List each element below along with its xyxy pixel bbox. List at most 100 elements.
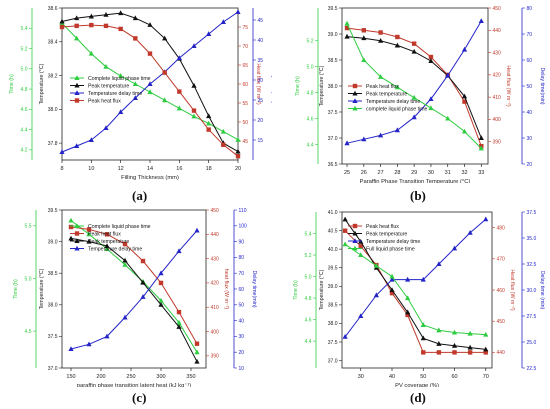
data-point [162,35,168,41]
x-tick-label: 60 [451,374,457,380]
legend-label: Full liquid phase time [366,246,415,252]
y-tick-label-delay: 20 [258,118,264,124]
legend-label: Peak heat flux [88,98,121,104]
y-tick-label-delay: 90 [239,239,245,245]
data-point [436,350,442,355]
legend-marker [74,90,80,95]
data-point [86,341,92,347]
data-point [103,63,109,69]
y-axis-label-temp: Temperature (°C) [39,63,45,104]
data-point [104,243,110,249]
y-tick-label-temp: 38.0 [48,107,58,113]
y-tick-label-time: 5.4 [21,26,28,32]
y-axis-label-time: Time (h) [13,279,19,299]
x-tick-label: 350 [186,374,195,380]
y-tick-label-delay: 60 [527,58,533,64]
x-tick-label: 26 [361,170,367,176]
series-2 [342,216,489,352]
data-point [483,350,488,355]
y-tick-label-flux: 420 [211,281,220,287]
data-point [194,341,200,346]
y-tick-label-time: 5.0 [307,64,314,70]
y-tick-label-flux: 75 [243,25,249,31]
y-tick-label-time: 5.0 [25,276,32,282]
x-tick-label: 8 [60,166,63,172]
data-point [235,136,241,142]
y-tick-label-flux: 390 [493,140,502,146]
legend-entry: Peak temperature [70,82,129,89]
chart-svg: 25 26 27 28 29 30 31 32 33 Paraffin Phase Transit… [295,6,545,185]
data-point [377,132,384,138]
y-tick-label-delay: 30.0 [527,288,537,294]
series-4 [68,227,200,352]
y-tick-label-time: 5.2 [305,253,312,259]
data-point [342,228,348,233]
legend-label: Complete liquid phase time [88,76,151,82]
data-point [162,97,168,103]
y-tick-label-temp: 41.0 [328,210,338,216]
y-tick-label-delay: 100 [239,224,248,230]
data-point [89,22,94,28]
x-tick-label: 14 [147,166,153,172]
y-tick-label-delay: 25.0 [527,340,537,346]
data-point [344,20,350,26]
y-tick-label-temp: 39.0 [328,32,338,38]
x-tick-label: 16 [176,166,182,172]
data-point [361,136,367,142]
y-tick-label-delay: 37.5 [527,210,537,216]
y-axis-label-delay: Delay time (min) [270,65,272,104]
y-tick-label-time: 4.6 [307,116,314,122]
legend-entry: Peak temperature [70,238,129,245]
data-point [420,322,426,327]
legend-entry: Full liquid phase time [348,245,415,252]
data-point [411,48,417,54]
y-axis-label-delay: Delay time (min) [539,271,545,310]
legend-label: Peak heat flux [366,84,399,90]
x-tick-label: 12 [118,166,124,172]
data-point [122,314,128,320]
data-point [122,261,128,267]
series-1 [68,217,200,355]
data-point [428,105,434,111]
legend-marker [352,83,358,89]
y-tick-label-delay: 20 [527,162,533,168]
y-tick-label-flux: 440 [493,28,502,34]
y-tick-label-flux: 400 [211,329,220,335]
data-point [389,287,395,292]
y-tick-label-flux: 450 [211,208,220,214]
legend-marker [74,231,80,236]
data-point [140,294,146,299]
x-tick-label: 27 [378,170,384,176]
x-tick-label: 25 [344,170,350,176]
y-tick-label-temp: 38.2 [48,73,58,79]
chart-panel-4: 30 40 50 60 70 PV coverage (%) 4.4 4.6 4.8 5.0 5.2… [278,204,550,389]
data-point [342,216,348,222]
y-tick-label-flux: 60 [243,82,249,88]
data-point [206,127,211,132]
y-tick-label-temp: 38.4 [48,40,58,46]
data-point [411,41,417,46]
y-tick-label-temp: 38.0 [48,303,58,309]
series-2 [68,224,200,346]
data-point [428,58,434,64]
data-point [344,140,350,146]
legend-marker [352,245,358,251]
y-tick-label-temp: 40.5 [328,228,338,234]
y-tick-label-delay: 25 [258,98,264,104]
y-tick-label-temp: 38.5 [48,271,58,277]
data-point [147,22,153,27]
data-point [103,125,109,130]
x-tick-label: 300 [156,374,165,380]
y-tick-label-flux: 410 [493,95,502,101]
data-point [373,292,379,298]
y-tick-label-time: 5.0 [21,67,28,73]
y-tick-label-delay: 30 [239,334,245,340]
legend-marker [352,238,358,243]
y-tick-label-flux: 440 [211,232,220,238]
data-point [461,93,468,99]
chart-panel-2: 25 26 27 28 29 30 31 32 33 Paraffin Phase Transit… [278,0,550,185]
y-tick-label-time: 5.5 [25,224,32,230]
data-point [104,333,110,339]
y-tick-label-delay: 80 [239,255,245,261]
data-point [361,28,367,33]
